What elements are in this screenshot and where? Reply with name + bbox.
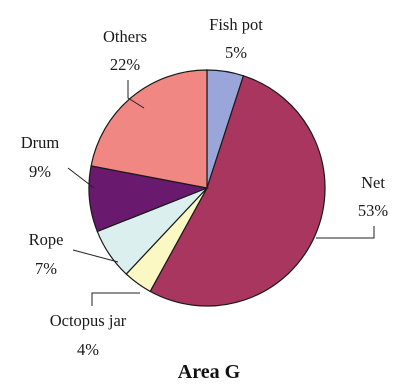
leader-line-rope (72, 249, 119, 263)
leader-lines (67, 80, 375, 306)
slice-value-drum: 9% (29, 162, 51, 181)
slice-labels: Fish pot 5% Net 53% Octopus jar 4% Rope 7% Drum 9… (21, 15, 389, 359)
leader-line-drum (67, 167, 95, 189)
leader-line-others (127, 80, 145, 109)
slice-value-others: 22% (110, 55, 141, 74)
slice-value-fish-pot: 5% (225, 43, 247, 62)
slice-label-octopus-jar: Octopus jar (50, 311, 127, 330)
slice-label-drum: Drum (21, 133, 60, 152)
slice-label-fish-pot: Fish pot (209, 15, 263, 34)
slice-net (149, 75, 326, 307)
slice-value-rope: 7% (35, 259, 57, 278)
slice-label-others: Others (103, 27, 147, 46)
slice-value-net: 53% (358, 201, 389, 220)
slice-label-rope: Rope (29, 230, 64, 249)
slice-value-octopus-jar: 4% (77, 340, 99, 359)
pie-slices (88, 69, 326, 307)
chart-title: Area G (178, 361, 241, 383)
leader-line-net (316, 226, 375, 239)
leader-line-octopus-jar (91, 292, 140, 306)
slice-label-net: Net (361, 173, 385, 192)
slice-others (90, 69, 208, 189)
